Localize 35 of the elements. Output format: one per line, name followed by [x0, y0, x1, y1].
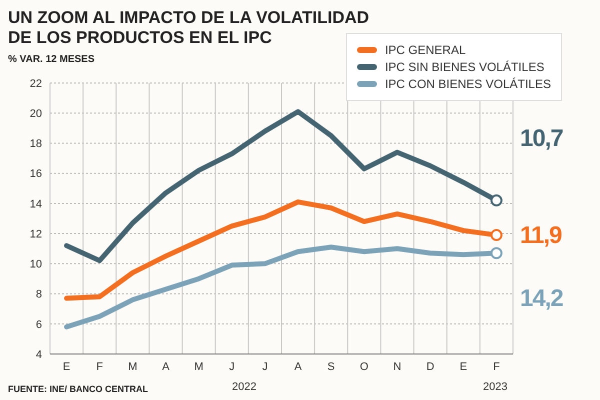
x-tick-label: J: [229, 360, 235, 373]
legend-label: IPC SIN BIENES VOLÁTILES: [384, 60, 544, 74]
x-tick-label: F: [96, 360, 104, 373]
x-tick-label: F: [493, 360, 500, 373]
x-tick-label: S: [327, 360, 335, 373]
y-tick-label: 8: [36, 288, 42, 301]
y-tick-label: 14: [30, 198, 42, 210]
chart-subtitle: % VAR. 12 MESES: [8, 54, 95, 65]
x-tick-label: E: [62, 360, 70, 373]
x-tick-label: A: [162, 360, 170, 373]
y-tick-label: 20: [30, 108, 42, 120]
legend-label: IPC GENERAL: [384, 43, 466, 57]
y-tick-label: 16: [30, 168, 42, 180]
x-tick-label: M: [128, 360, 138, 373]
y-tick-label: 6: [36, 318, 42, 331]
chart-title: UN ZOOM AL IMPACTO DE LA VOLATILIDAD DE LOS PRODUCTOS EN EL IPC: [8, 8, 370, 48]
y-tick-label: 18: [30, 138, 42, 150]
x-tick-label: N: [393, 360, 402, 373]
text: 11,9: [520, 222, 562, 250]
source-note: FUENTE: INE/ BANCO CENTRAL: [8, 384, 148, 394]
x-tick-label: O: [360, 360, 369, 373]
y-tick-label: 10: [30, 258, 42, 271]
x-tick-label: D: [426, 360, 434, 373]
y-tick-label: 22: [30, 78, 42, 90]
text: 10,7: [520, 125, 563, 153]
legend-label: IPC CON BIENES VOLÁTILES: [384, 77, 551, 91]
text: 14,2: [520, 285, 563, 313]
x-tick-label: M: [194, 360, 204, 373]
y-tick-label: 4: [36, 348, 42, 361]
x-tick-label: E: [460, 360, 468, 373]
y-tick-label: 12: [30, 228, 42, 240]
text: 2022: [232, 381, 256, 393]
text: 2023: [483, 381, 508, 393]
x-tick-label: J: [262, 360, 268, 373]
x-tick-label: A: [294, 360, 302, 373]
